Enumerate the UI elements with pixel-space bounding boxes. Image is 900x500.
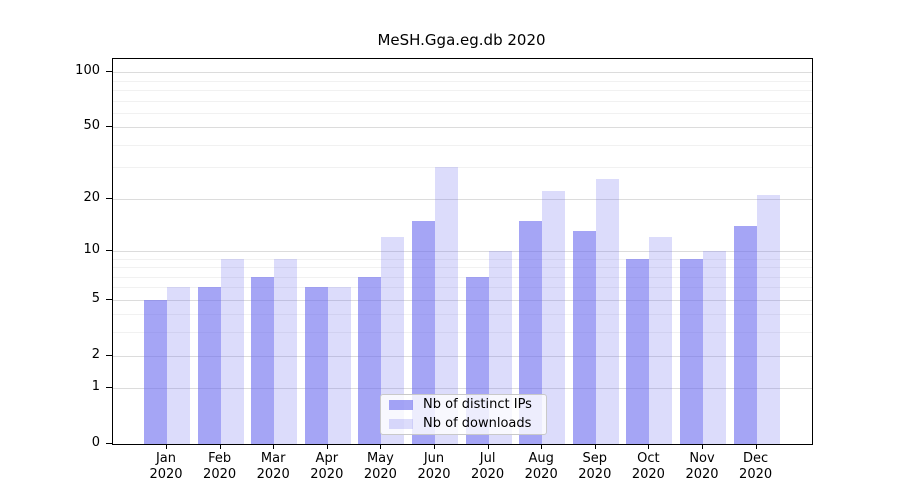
gridline-major-2 [113, 355, 812, 357]
y-tick-label-1: 1 [91, 379, 100, 395]
bar-nb-of-downloads-oct-2020 [649, 237, 673, 444]
gridline-major-10 [113, 250, 812, 252]
x-tick-sep-2020 [594, 444, 596, 449]
bar-nb-of-downloads-jan-2020 [167, 287, 190, 444]
y-tick-50 [106, 126, 113, 128]
gridline-minor-30 [113, 167, 812, 169]
y-tick-label-50: 50 [83, 118, 100, 134]
x-tick-label-dec-2020: Dec 2020 [739, 451, 773, 482]
gridline-major-1 [113, 388, 812, 390]
gridline-major-100 [113, 72, 812, 74]
y-tick-label-100: 100 [75, 63, 100, 79]
y-tick-label-10: 10 [83, 241, 100, 257]
x-tick-nov-2020 [702, 444, 703, 449]
bar-nb-of-distinct-ips-apr-2020 [304, 287, 328, 444]
bar-nb-of-distinct-ips-mar-2020 [251, 276, 275, 444]
x-tick-label-oct-2020: Oct 2020 [631, 451, 665, 482]
bar-nb-of-distinct-ips-sep-2020 [572, 231, 596, 444]
x-tick-oct-2020 [648, 444, 650, 449]
bar-nb-of-downloads-jun-2020 [435, 167, 458, 444]
gridline-minor-80 [113, 90, 812, 91]
bar-nb-of-downloads-mar-2020 [274, 258, 298, 444]
x-tick-label-jul-2020: Jul 2020 [471, 451, 505, 482]
x-tick-may-2020 [380, 444, 382, 449]
bar-nb-of-downloads-aug-2020 [542, 191, 566, 444]
x-tick-apr-2020 [326, 444, 328, 449]
bar-nb-of-distinct-ips-nov-2020 [680, 258, 703, 444]
gridline-minor-90 [113, 80, 812, 82]
bar-nb-of-distinct-ips-aug-2020 [519, 220, 543, 444]
bar-nb-of-distinct-ips-oct-2020 [626, 258, 650, 444]
x-tick-label-nov-2020: Nov 2020 [685, 451, 719, 482]
x-tick-label-sep-2020: Sep 2020 [578, 451, 612, 482]
x-tick-label-aug-2020: Aug 2020 [524, 451, 558, 482]
bar-nb-of-downloads-apr-2020 [327, 287, 351, 444]
gridline-major-5 [113, 299, 812, 301]
x-tick-dec-2020 [755, 444, 757, 449]
x-tick-label-jun-2020: Jun 2020 [417, 451, 451, 482]
legend-swatch-distinct-ips [389, 400, 413, 410]
gridline-minor-4 [113, 314, 812, 316]
y-tick-0 [106, 443, 113, 444]
x-tick-mar-2020 [273, 444, 275, 449]
gridline-minor-70 [113, 100, 812, 102]
y-tick-1 [106, 387, 113, 389]
y-tick-20 [106, 197, 113, 199]
gridline-minor-40 [113, 144, 812, 146]
gridline-minor-8 [113, 267, 812, 268]
y-tick-label-5: 5 [91, 290, 100, 306]
legend-entry-distinct-ips: Nb of distinct IPs [389, 397, 536, 413]
x-tick-label-apr-2020: Apr 2020 [310, 451, 344, 482]
gridline-minor-3 [113, 332, 812, 334]
x-tick-label-mar-2020: Mar 2020 [256, 451, 290, 482]
x-tick-feb-2020 [219, 444, 221, 449]
y-tick-10 [106, 249, 113, 251]
legend-label-distinct-ips: Nb of distinct IPs [423, 397, 532, 412]
bar-nb-of-distinct-ips-jun-2020 [412, 220, 435, 444]
gridline-minor-6 [113, 287, 812, 289]
plot-area: Nb of distinct IPs Nb of downloads [112, 58, 813, 445]
x-tick-label-feb-2020: Feb 2020 [203, 451, 237, 482]
bar-nb-of-downloads-sep-2020 [595, 178, 619, 444]
bar-nb-of-downloads-nov-2020 [703, 250, 726, 444]
chart-title: MeSH.Gga.eg.db 2020 [377, 31, 546, 49]
legend-entry-downloads: Nb of downloads [389, 416, 536, 432]
legend-label-downloads: Nb of downloads [423, 416, 532, 431]
y-tick-label-2: 2 [91, 346, 100, 362]
x-tick-label-may-2020: May 2020 [363, 451, 397, 482]
gridline-major-50 [113, 127, 812, 129]
bar-nb-of-distinct-ips-jan-2020 [144, 299, 167, 444]
x-tick-jun-2020 [434, 444, 435, 449]
bar-nb-of-distinct-ips-feb-2020 [197, 287, 221, 444]
legend-swatch-downloads [389, 419, 413, 429]
y-tick-label-20: 20 [83, 189, 100, 205]
y-tick-label-0: 0 [91, 435, 100, 450]
gridline-minor-9 [113, 258, 812, 260]
x-tick-jul-2020 [487, 444, 489, 449]
bar-nb-of-distinct-ips-dec-2020 [733, 225, 757, 444]
y-tick-100 [106, 71, 113, 73]
gridline-minor-60 [113, 112, 812, 114]
x-tick-aug-2020 [541, 444, 543, 449]
legend: Nb of distinct IPs Nb of downloads [380, 394, 547, 435]
y-tick-2 [106, 354, 113, 356]
bar-nb-of-downloads-feb-2020 [220, 258, 244, 444]
x-tick-jan-2020 [166, 444, 167, 449]
gridline-major-20 [113, 198, 812, 200]
gridline-minor-7 [113, 276, 812, 278]
bar-nb-of-downloads-may-2020 [381, 237, 405, 444]
bar-nb-of-downloads-dec-2020 [756, 195, 780, 444]
bar-nb-of-distinct-ips-may-2020 [358, 276, 382, 444]
x-tick-label-jan-2020: Jan 2020 [149, 451, 183, 482]
y-tick-5 [106, 298, 113, 300]
